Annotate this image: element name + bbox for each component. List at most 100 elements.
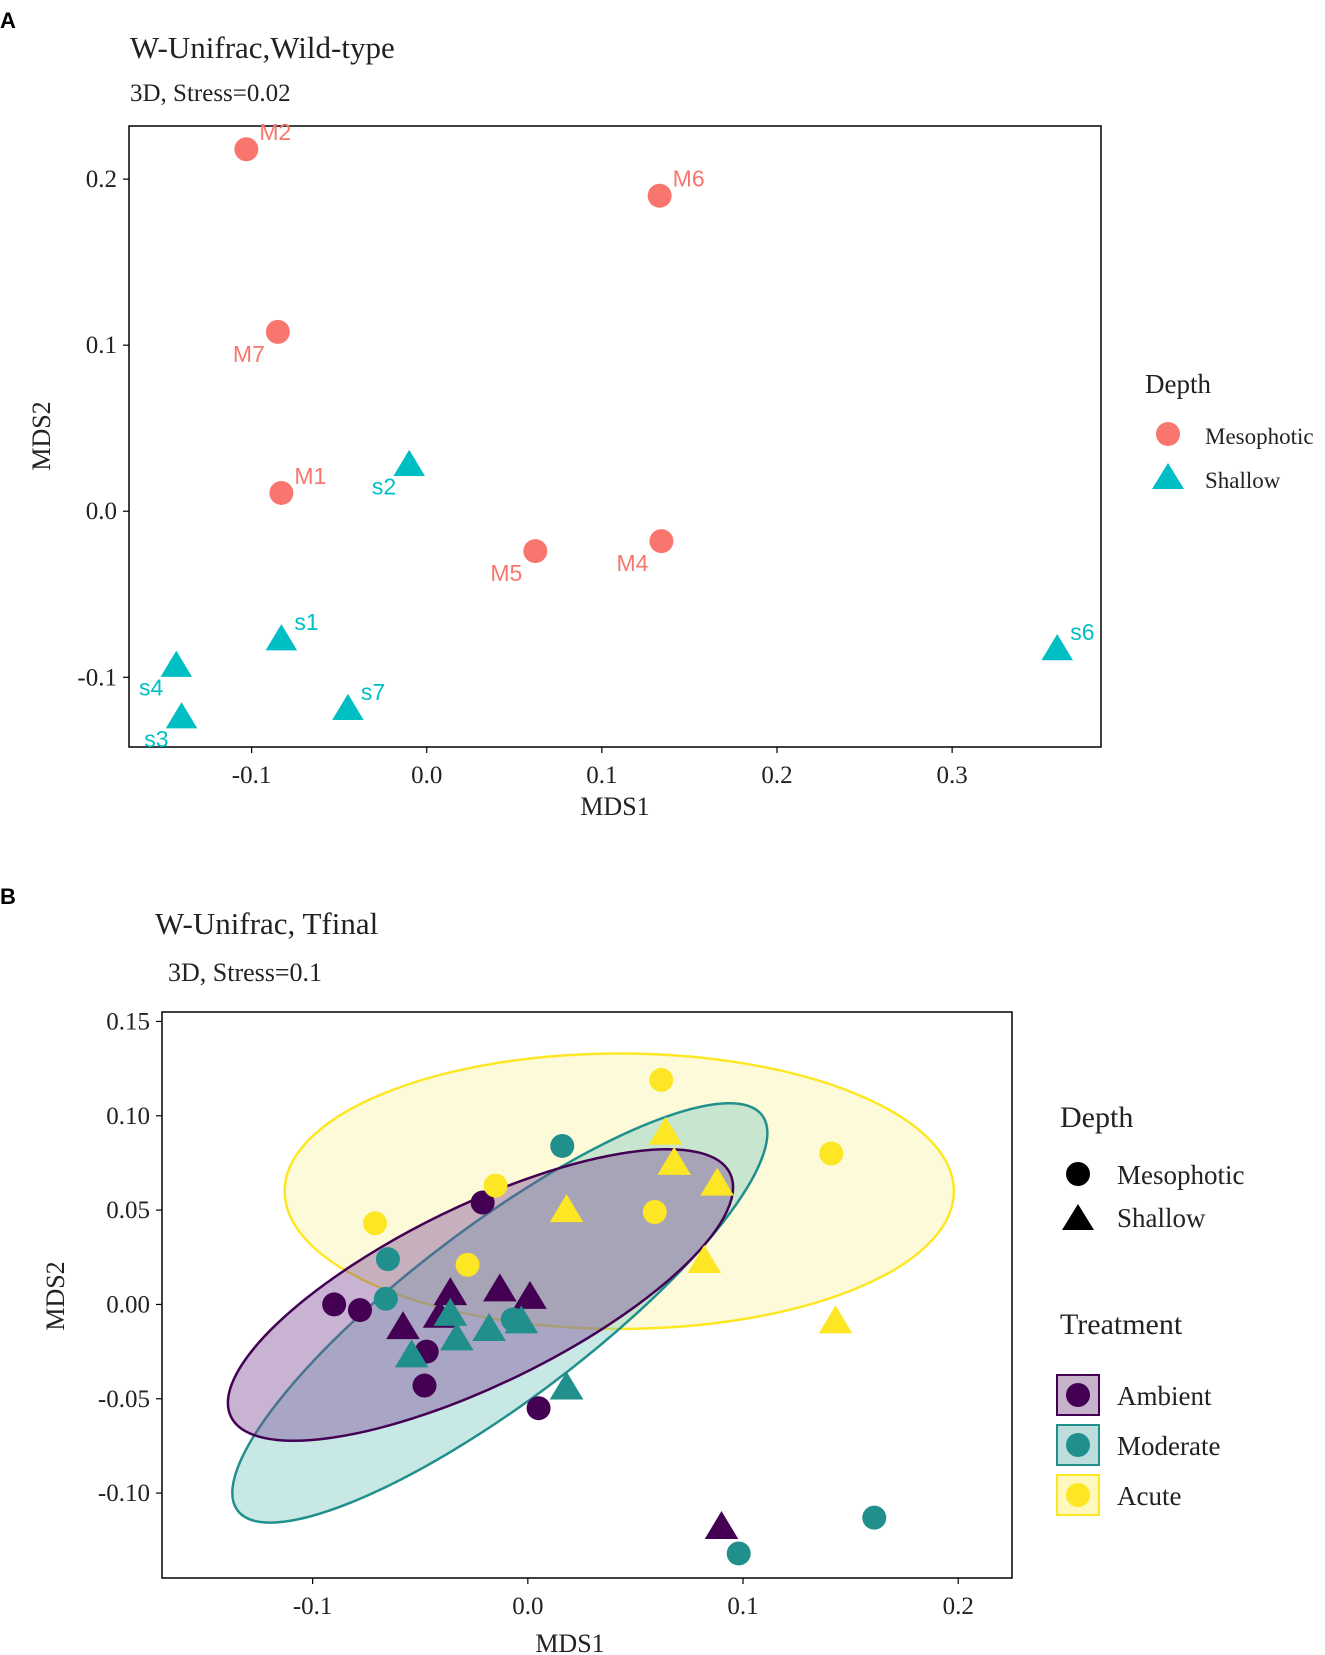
point-label-s1: s1 bbox=[294, 609, 318, 635]
panel-a-letter: A bbox=[0, 8, 16, 33]
panel-a-y-tick-label: 0.2 bbox=[86, 166, 117, 193]
panel-b-x-axis-label: MDS1 bbox=[535, 1629, 604, 1655]
point-acute-10 bbox=[549, 1194, 584, 1223]
point-ambient-5 bbox=[412, 1373, 437, 1398]
legend-b-acute-marker bbox=[1066, 1483, 1090, 1507]
legend-a-title: Depth bbox=[1145, 369, 1211, 399]
legend-a-shallow-marker bbox=[1152, 463, 1184, 489]
panel-a-x-tick-label: -0.1 bbox=[232, 762, 272, 789]
panel-a-y-axis-label: MDS2 bbox=[27, 401, 56, 470]
point-m1 bbox=[269, 480, 294, 505]
point-label-s2: s2 bbox=[372, 474, 396, 500]
panel-a: A W-Unifrac,Wild-type 3D, Stress=0.02 -0… bbox=[0, 8, 1314, 821]
panel-a-x-tick-label: 0.1 bbox=[586, 762, 617, 789]
point-m4 bbox=[649, 529, 674, 554]
panel-b-subtitle: 3D, Stress=0.1 bbox=[168, 958, 322, 987]
point-acute-4 bbox=[363, 1211, 388, 1236]
point-label-m1: M1 bbox=[294, 463, 326, 489]
point-label-s3: s3 bbox=[144, 726, 168, 752]
legend-b-moderate-key bbox=[1056, 1424, 1100, 1466]
legend-a-shallow-label: Shallow bbox=[1205, 468, 1281, 493]
panel-b-x-tick-label: 0.0 bbox=[512, 1593, 543, 1620]
panel-a-x-axis-label: MDS1 bbox=[580, 792, 649, 821]
point-s6 bbox=[1041, 634, 1073, 661]
point-acute-2 bbox=[819, 1141, 844, 1166]
point-ambient-7 bbox=[433, 1277, 468, 1306]
point-ambient-2 bbox=[322, 1292, 347, 1317]
point-s2 bbox=[393, 449, 425, 476]
legend-b-shallow-label: Shallow bbox=[1117, 1203, 1206, 1233]
point-moderate-5 bbox=[726, 1541, 751, 1566]
point-moderate-2 bbox=[375, 1247, 400, 1272]
ellipse-moderate bbox=[231, 1101, 769, 1524]
legend-b-ambient-label: Ambient bbox=[1117, 1381, 1212, 1411]
panel-b-x-tick-label: 0.2 bbox=[943, 1593, 974, 1620]
panel-b-y-tick-label: 0.05 bbox=[106, 1197, 150, 1224]
point-ambient-12 bbox=[704, 1511, 739, 1540]
point-label-m6: M6 bbox=[673, 166, 705, 192]
point-acute-5 bbox=[642, 1199, 667, 1224]
point-ambient-3 bbox=[347, 1298, 372, 1323]
point-acute-8 bbox=[657, 1146, 691, 1175]
panel-a-legend: Depth Mesophotic Shallow bbox=[1145, 369, 1314, 493]
point-label-s4: s4 bbox=[139, 675, 164, 701]
legend-b-acute-label: Acute bbox=[1117, 1481, 1181, 1511]
point-ambient-1 bbox=[470, 1190, 495, 1215]
point-m6 bbox=[647, 183, 672, 208]
panel-b-y-tick-label: -0.05 bbox=[98, 1386, 150, 1413]
point-label-s6: s6 bbox=[1070, 619, 1094, 645]
point-moderate-1 bbox=[550, 1133, 575, 1158]
point-ambient-9 bbox=[513, 1280, 547, 1309]
point-ambient-10 bbox=[386, 1311, 420, 1340]
panel-a-x-tick-label: 0.2 bbox=[761, 762, 792, 789]
panel-a-plot-frame bbox=[128, 125, 1102, 748]
panel-b-legend-depth: Depth Mesophotic Shallow bbox=[1060, 1101, 1245, 1233]
point-acute-6 bbox=[455, 1252, 480, 1277]
point-label-m2: M2 bbox=[259, 119, 291, 145]
panel-b-y-tick-label: 0.15 bbox=[106, 1008, 150, 1035]
legend-b-mesophotic-label: Mesophotic bbox=[1117, 1160, 1245, 1190]
point-label-m7: M7 bbox=[233, 341, 265, 367]
point-acute-12 bbox=[818, 1305, 853, 1334]
point-ambient-8 bbox=[483, 1273, 517, 1302]
point-s1 bbox=[265, 624, 298, 651]
point-acute-11 bbox=[687, 1245, 722, 1274]
point-moderate-6 bbox=[862, 1505, 887, 1530]
point-label-m5: M5 bbox=[490, 560, 522, 586]
panel-b-y-tick-label: 0.10 bbox=[106, 1103, 150, 1130]
panel-b-y-tick-label: 0.00 bbox=[106, 1291, 150, 1318]
panel-a-y-tick-label: 0.0 bbox=[86, 498, 117, 525]
point-moderate-7 bbox=[433, 1297, 468, 1326]
legend-b-shallow-marker bbox=[1062, 1204, 1094, 1230]
panel-b-y-tick-label: -0.10 bbox=[98, 1480, 150, 1507]
panel-b-x-tick-label: -0.1 bbox=[293, 1593, 333, 1620]
legend-b-ambient-key bbox=[1056, 1374, 1100, 1416]
point-acute-3 bbox=[483, 1173, 508, 1198]
panel-a-subtitle: 3D, Stress=0.02 bbox=[130, 80, 291, 107]
point-m2 bbox=[234, 137, 259, 162]
point-s7 bbox=[332, 693, 364, 721]
legend-b-moderate-label: Moderate bbox=[1117, 1431, 1220, 1461]
point-s3 bbox=[165, 702, 198, 729]
legend-b-moderate-marker bbox=[1066, 1433, 1090, 1457]
point-acute-1 bbox=[649, 1067, 674, 1092]
legend-b-ambient-marker bbox=[1066, 1383, 1090, 1407]
panel-a-x-tick-label: 0.0 bbox=[411, 762, 442, 789]
point-moderate-10 bbox=[440, 1322, 474, 1351]
point-s4 bbox=[160, 650, 193, 677]
panel-b-plot-frame bbox=[161, 1011, 1013, 1579]
panel-b-y-axis-label: MDS2 bbox=[41, 1261, 70, 1330]
point-moderate-8 bbox=[472, 1312, 506, 1341]
panel-a-y-tick-label: -0.1 bbox=[77, 664, 117, 691]
legend-b-depth-title: Depth bbox=[1060, 1101, 1133, 1134]
legend-a-mesophotic-marker bbox=[1156, 422, 1180, 446]
panel-a-y-tick-label: 0.1 bbox=[86, 332, 117, 359]
point-m7 bbox=[265, 319, 290, 344]
legend-b-mesophotic-marker bbox=[1066, 1162, 1090, 1186]
legend-a-mesophotic-label: Mesophotic bbox=[1205, 424, 1314, 449]
panel-b-x-tick-label: 0.1 bbox=[727, 1593, 758, 1620]
point-moderate-12 bbox=[549, 1371, 584, 1400]
panel-b-title: W-Unifrac, Tfinal bbox=[155, 906, 378, 941]
legend-b-treatment-title: Treatment bbox=[1060, 1308, 1183, 1341]
